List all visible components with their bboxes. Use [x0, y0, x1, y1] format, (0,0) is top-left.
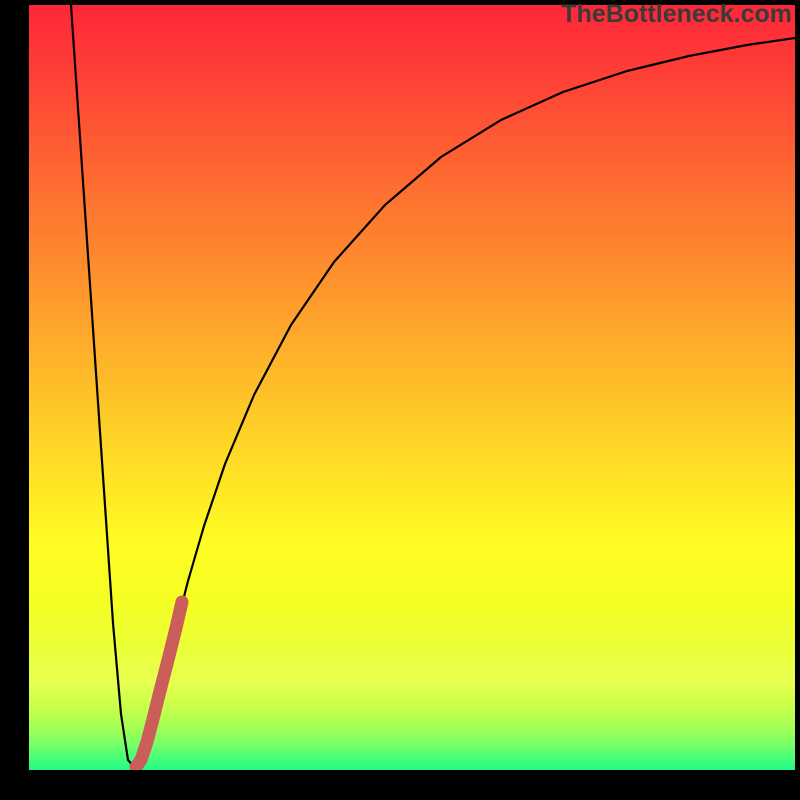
frame-left: [0, 0, 29, 800]
frame-right: [795, 0, 800, 800]
plot-area: [29, 5, 795, 770]
watermark-text: TheBottleneck.com: [561, 0, 792, 29]
frame-bottom: [0, 770, 800, 800]
bottleneck-chart: TheBottleneck.com: [0, 0, 800, 800]
gradient-background: [29, 5, 795, 770]
